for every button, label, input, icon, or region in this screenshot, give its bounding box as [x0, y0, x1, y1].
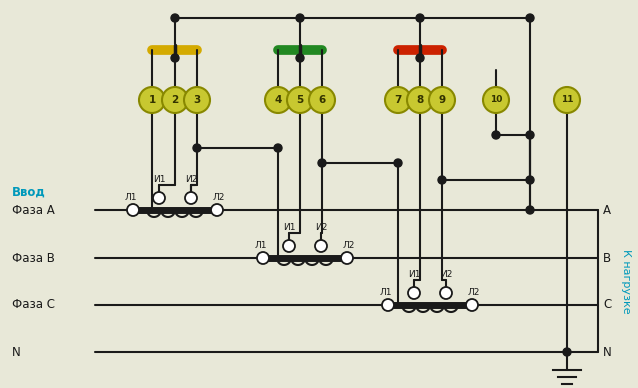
Circle shape [296, 54, 304, 62]
Text: И1: И1 [283, 223, 295, 232]
Circle shape [341, 252, 353, 264]
Circle shape [440, 287, 452, 299]
Text: И1: И1 [152, 175, 165, 184]
Circle shape [185, 192, 197, 204]
Circle shape [296, 14, 304, 22]
Circle shape [257, 252, 269, 264]
Circle shape [193, 144, 201, 152]
Circle shape [466, 299, 478, 311]
Text: Фаза A: Фаза A [12, 203, 55, 217]
Text: 11: 11 [561, 95, 574, 104]
Text: 7: 7 [394, 95, 402, 105]
Text: И2: И2 [440, 270, 452, 279]
Circle shape [315, 240, 327, 252]
Text: Ввод: Ввод [12, 185, 46, 199]
Circle shape [385, 87, 411, 113]
Circle shape [153, 192, 165, 204]
Text: Л2: Л2 [468, 288, 480, 297]
Text: 3: 3 [193, 95, 200, 105]
Text: C: C [603, 298, 611, 312]
Circle shape [283, 240, 295, 252]
Text: 10: 10 [490, 95, 502, 104]
Circle shape [171, 14, 179, 22]
Text: Л2: Л2 [213, 193, 225, 202]
Circle shape [438, 176, 446, 184]
Text: N: N [12, 345, 21, 359]
Circle shape [492, 131, 500, 139]
Text: 9: 9 [438, 95, 445, 105]
Text: N: N [603, 345, 612, 359]
Text: И2: И2 [315, 223, 327, 232]
Circle shape [483, 87, 509, 113]
Circle shape [526, 14, 534, 22]
Circle shape [526, 206, 534, 214]
Circle shape [554, 87, 580, 113]
Text: B: B [603, 251, 611, 265]
Circle shape [382, 299, 394, 311]
Text: Л1: Л1 [380, 288, 392, 297]
Circle shape [526, 176, 534, 184]
Circle shape [211, 204, 223, 216]
Circle shape [274, 144, 282, 152]
Circle shape [526, 131, 534, 139]
Circle shape [429, 87, 455, 113]
Circle shape [127, 204, 139, 216]
Text: Л2: Л2 [343, 241, 355, 250]
Circle shape [265, 87, 291, 113]
Circle shape [394, 159, 402, 167]
Circle shape [184, 87, 210, 113]
Text: A: A [603, 203, 611, 217]
Circle shape [563, 348, 571, 356]
Text: Л1: Л1 [255, 241, 267, 250]
Circle shape [162, 87, 188, 113]
Text: К нагрузке: К нагрузке [621, 249, 631, 314]
Text: 2: 2 [172, 95, 179, 105]
Circle shape [318, 159, 326, 167]
Text: И2: И2 [185, 175, 197, 184]
Text: Л1: Л1 [125, 193, 137, 202]
Text: 4: 4 [274, 95, 282, 105]
Circle shape [139, 87, 165, 113]
Text: И1: И1 [408, 270, 420, 279]
Text: Фаза B: Фаза B [12, 251, 55, 265]
Circle shape [416, 54, 424, 62]
Text: 1: 1 [149, 95, 156, 105]
Text: 8: 8 [417, 95, 424, 105]
Circle shape [287, 87, 313, 113]
Circle shape [416, 14, 424, 22]
Text: 5: 5 [297, 95, 304, 105]
Circle shape [408, 287, 420, 299]
Circle shape [407, 87, 433, 113]
Circle shape [171, 54, 179, 62]
Circle shape [309, 87, 335, 113]
Text: 6: 6 [318, 95, 325, 105]
Text: Фаза C: Фаза C [12, 298, 55, 312]
